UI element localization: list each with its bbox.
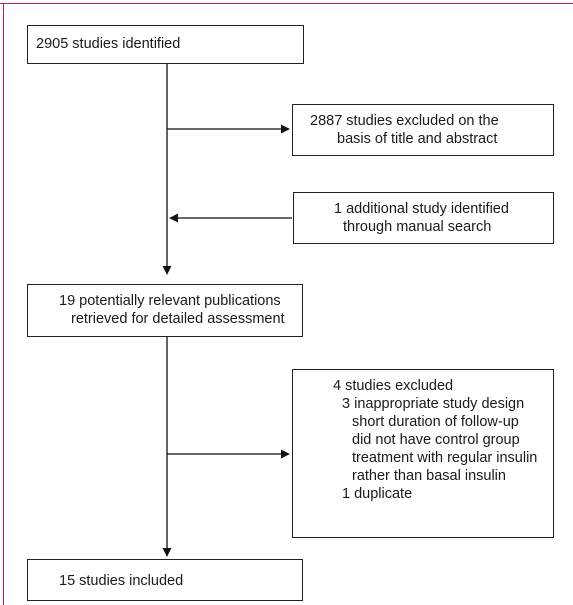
box-excluded-detailed: 4 studies excluded 3 inappropriate study… bbox=[292, 369, 554, 538]
box-text: 19 potentially relevant publications bbox=[59, 293, 281, 309]
box-text: basis of title and abstract bbox=[337, 131, 498, 147]
box-text: 2905 studies identified bbox=[36, 36, 181, 52]
box-additional-study: 1 additional study identified through ma… bbox=[293, 192, 554, 244]
box-text: 3 inappropriate study design bbox=[342, 396, 525, 412]
box-text: did not have control group bbox=[352, 432, 520, 448]
box-excluded-title-abstract: 2887 studies excluded on the basis of ti… bbox=[292, 104, 554, 156]
box-text: rather than basal insulin bbox=[352, 468, 506, 484]
box-potentially-relevant: 19 potentially relevant publications ret… bbox=[27, 284, 303, 337]
box-text: retrieved for detailed assessment bbox=[71, 311, 285, 327]
frame-top-rule bbox=[0, 3, 573, 4]
box-text: 2887 studies excluded on the bbox=[310, 113, 499, 129]
box-text: treatment with regular insulin bbox=[352, 450, 538, 466]
frame-left-rule bbox=[3, 3, 4, 605]
box-text: short duration of follow-up bbox=[352, 414, 519, 430]
box-text: 1 additional study identified bbox=[334, 201, 509, 217]
box-text: 15 studies included bbox=[59, 573, 184, 589]
box-text: 1 duplicate bbox=[342, 486, 413, 502]
box-text: through manual search bbox=[343, 219, 492, 235]
box-studies-identified: 2905 studies identified bbox=[27, 25, 304, 64]
box-text: 4 studies excluded bbox=[333, 378, 454, 394]
box-studies-included: 15 studies included bbox=[27, 559, 303, 601]
